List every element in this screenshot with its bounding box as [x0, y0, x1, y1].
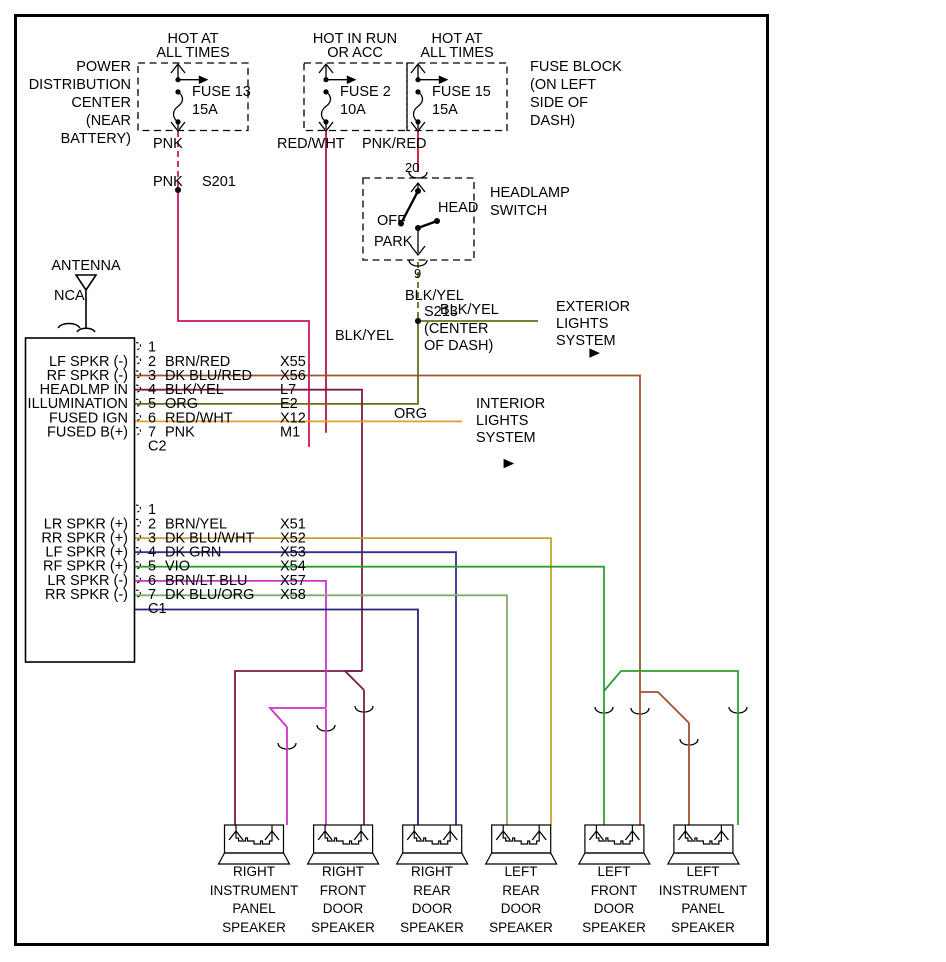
svg-text:LIGHTS: LIGHTS [476, 413, 528, 429]
svg-text:RIGHT: RIGHT [233, 864, 275, 879]
svg-text:15A: 15A [192, 102, 218, 118]
svg-text:INSTRUMENT: INSTRUMENT [659, 883, 748, 898]
svg-text:PARK: PARK [374, 234, 413, 250]
svg-text:PNK: PNK [165, 425, 195, 441]
svg-text:DOOR: DOOR [412, 901, 453, 916]
svg-text:LIGHTS: LIGHTS [556, 316, 608, 332]
svg-text:DISTRIBUTION: DISTRIBUTION [29, 77, 131, 93]
svg-text:BATTERY): BATTERY) [61, 131, 131, 147]
svg-text:PNK: PNK [153, 136, 183, 152]
svg-text:M1: M1 [280, 425, 300, 441]
svg-text:OF DASH): OF DASH) [424, 338, 493, 354]
svg-text:REAR: REAR [413, 883, 451, 898]
svg-text:SYSTEM: SYSTEM [556, 333, 616, 349]
svg-text:RIGHT: RIGHT [411, 864, 453, 879]
svg-text:ALL TIMES: ALL TIMES [156, 45, 229, 61]
svg-text:PANEL: PANEL [681, 901, 725, 916]
svg-text:LEFT: LEFT [686, 864, 719, 879]
svg-text:C1: C1 [148, 601, 167, 617]
svg-text:CENTER: CENTER [71, 95, 131, 111]
svg-text:DOOR: DOOR [323, 901, 364, 916]
svg-text:SPEAKER: SPEAKER [671, 920, 735, 935]
svg-text:HEADLAMP: HEADLAMP [490, 185, 570, 201]
svg-text:FUSED B(+): FUSED B(+) [47, 425, 128, 441]
svg-text:15A: 15A [432, 102, 458, 118]
svg-text:BLK/YEL: BLK/YEL [335, 328, 394, 344]
svg-text:X58: X58 [280, 587, 306, 603]
svg-text:DASH): DASH) [530, 113, 575, 129]
svg-text:HEAD: HEAD [438, 200, 478, 216]
svg-text:ANTENNA: ANTENNA [51, 258, 121, 274]
svg-text:OFF: OFF [377, 213, 406, 229]
svg-text:PANEL: PANEL [232, 901, 276, 916]
svg-text:SWITCH: SWITCH [490, 203, 547, 219]
svg-text:DK BLU/ORG: DK BLU/ORG [165, 587, 254, 603]
svg-text:SIDE OF: SIDE OF [530, 95, 588, 111]
svg-text:(CENTER: (CENTER [424, 321, 488, 337]
svg-text:ALL TIMES: ALL TIMES [420, 45, 493, 61]
svg-text:9: 9 [414, 266, 421, 281]
svg-text:OR ACC: OR ACC [327, 45, 383, 61]
svg-text:LEFT: LEFT [597, 864, 630, 879]
svg-text:C2: C2 [148, 439, 167, 455]
svg-text:PNK/RED: PNK/RED [362, 136, 426, 152]
svg-text:DOOR: DOOR [594, 901, 635, 916]
svg-text:SPEAKER: SPEAKER [489, 920, 553, 935]
svg-text:DOOR: DOOR [501, 901, 542, 916]
svg-text:S201: S201 [202, 174, 236, 190]
svg-text:FUSE 15: FUSE 15 [432, 84, 491, 100]
svg-text:(ON LEFT: (ON LEFT [530, 77, 596, 93]
svg-text:(NEAR: (NEAR [86, 113, 131, 129]
svg-text:INTERIOR: INTERIOR [476, 396, 545, 412]
svg-text:RIGHT: RIGHT [322, 864, 364, 879]
svg-text:SPEAKER: SPEAKER [311, 920, 375, 935]
svg-text:RED/WHT: RED/WHT [277, 136, 345, 152]
svg-text:POWER: POWER [76, 59, 131, 75]
svg-text:FUSE 2: FUSE 2 [340, 84, 391, 100]
svg-text:SYSTEM: SYSTEM [476, 430, 536, 446]
svg-text:FUSE BLOCK: FUSE BLOCK [530, 59, 622, 75]
svg-text:LEFT: LEFT [504, 864, 537, 879]
svg-text:BLK/YEL: BLK/YEL [440, 302, 499, 318]
svg-text:FRONT: FRONT [591, 883, 638, 898]
svg-text:FRONT: FRONT [320, 883, 367, 898]
svg-text:SPEAKER: SPEAKER [400, 920, 464, 935]
svg-text:RR SPKR (-): RR SPKR (-) [45, 587, 128, 603]
svg-text:INSTRUMENT: INSTRUMENT [210, 883, 299, 898]
svg-text:20: 20 [405, 160, 419, 175]
svg-text:REAR: REAR [502, 883, 540, 898]
svg-text:SPEAKER: SPEAKER [582, 920, 646, 935]
svg-text:ORG: ORG [394, 406, 427, 422]
svg-text:SPEAKER: SPEAKER [222, 920, 286, 935]
svg-text:FUSE 13: FUSE 13 [192, 84, 251, 100]
svg-text:EXTERIOR: EXTERIOR [556, 299, 630, 315]
svg-text:NCA: NCA [54, 288, 85, 304]
svg-text:10A: 10A [340, 102, 366, 118]
